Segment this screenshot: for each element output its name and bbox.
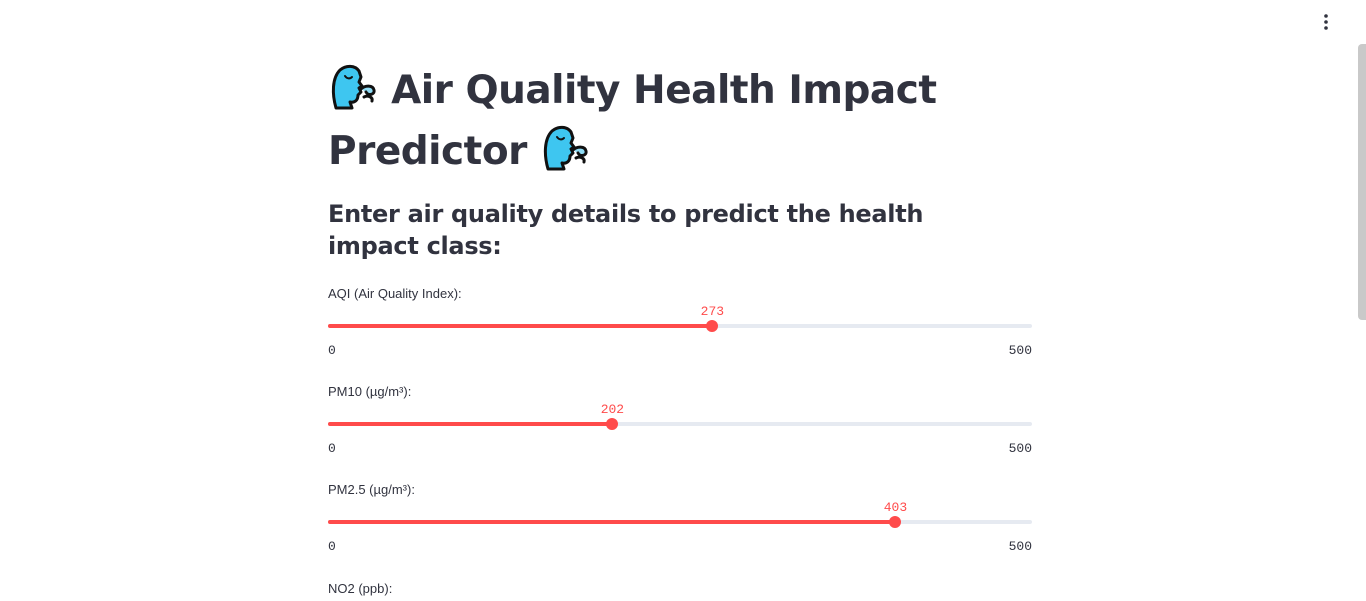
slider-aqi: AQI (Air Quality Index): 273 0 500	[328, 286, 1032, 366]
slider-track-fill	[328, 520, 896, 524]
kebab-menu-icon	[1324, 14, 1328, 30]
slider-thumb[interactable]	[706, 320, 719, 332]
slider-pm10: PM10 (µg/m³): 202 0 500	[328, 384, 1032, 464]
slider-min-label: 0	[328, 539, 336, 554]
slider-track-fill	[328, 422, 613, 426]
slider-value: 403	[883, 500, 908, 515]
slider-value: 273	[700, 304, 725, 319]
slider-track[interactable]	[328, 520, 1032, 524]
page-title-text: Air Quality Health Impact Predictor	[328, 68, 937, 174]
slider-min-label: 0	[328, 343, 336, 358]
page-scrollbar[interactable]	[1358, 44, 1366, 320]
slider-min-label: 0	[328, 441, 336, 456]
slider-label: AQI (Air Quality Index):	[328, 286, 462, 301]
slider-max-label: 500	[1008, 441, 1032, 456]
slider-max-label: 500	[1008, 539, 1032, 554]
page-title: Air Quality Health Impact Predictor	[328, 64, 948, 186]
no2-field-label: NO2 (ppb):	[328, 581, 393, 596]
face-exhaling-icon	[328, 64, 378, 125]
slider-track[interactable]	[328, 422, 1032, 426]
slider-pm25: PM2.5 (µg/m³): 403 0 500	[328, 482, 1032, 562]
slider-value: 202	[600, 402, 625, 417]
face-exhaling-icon	[540, 125, 590, 186]
slider-thumb[interactable]	[889, 516, 902, 528]
slider-max-label: 500	[1008, 343, 1032, 358]
slider-track-fill	[328, 324, 713, 328]
slider-thumb[interactable]	[606, 418, 619, 430]
slider-track[interactable]	[328, 324, 1032, 328]
main-menu-button[interactable]	[1314, 10, 1338, 34]
slider-label: PM2.5 (µg/m³):	[328, 482, 415, 497]
page-subtitle: Enter air quality details to predict the…	[328, 200, 924, 260]
slider-label: PM10 (µg/m³):	[328, 384, 412, 399]
